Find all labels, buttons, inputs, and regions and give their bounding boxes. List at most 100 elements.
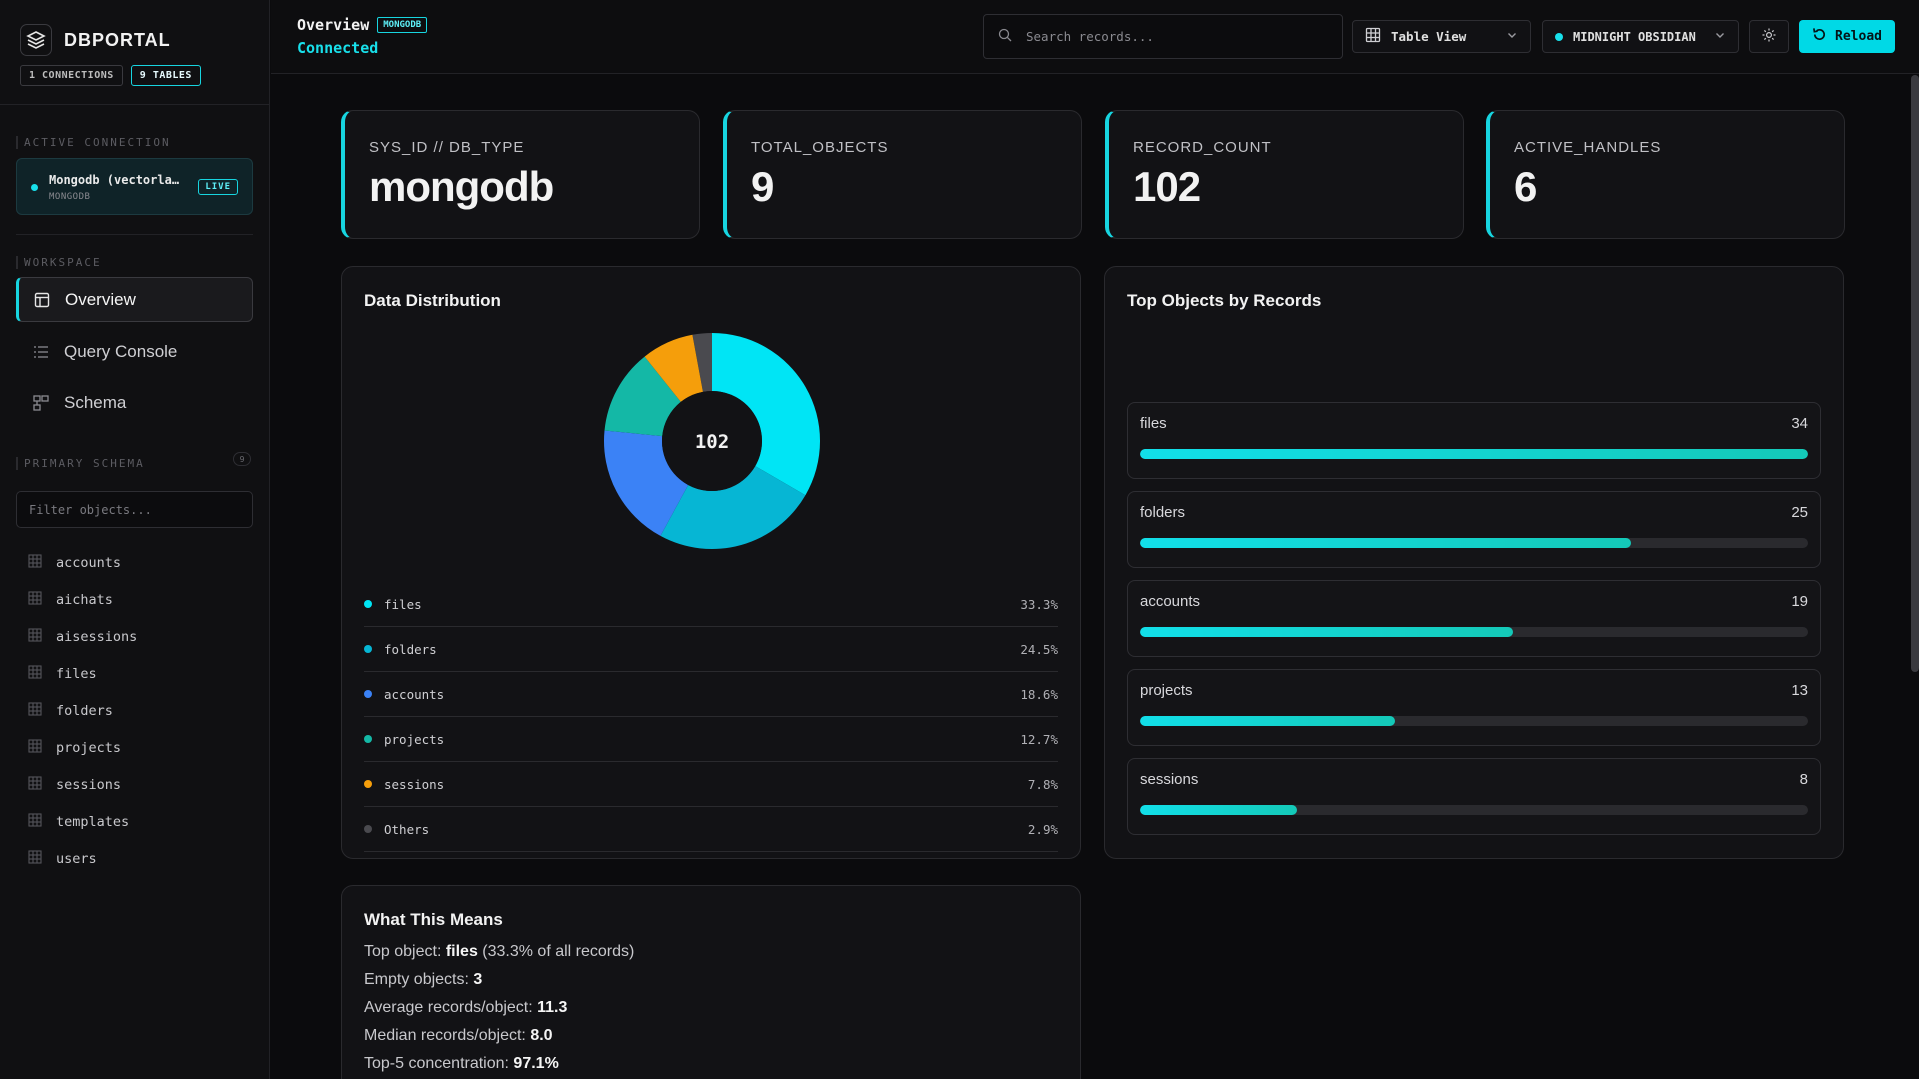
brand[interactable]: DBPORTAL — [20, 24, 171, 56]
object-name: folders — [1140, 504, 1186, 521]
table-item-label: templates — [56, 813, 130, 830]
bar-track — [1140, 627, 1808, 637]
table-item-label: files — [56, 665, 97, 682]
legend-name: Others — [384, 821, 430, 837]
table-item-aichats[interactable]: aichats — [28, 581, 253, 618]
donut-slice-projects[interactable] — [604, 356, 681, 437]
top-object-accounts[interactable]: accounts 19 — [1127, 580, 1821, 657]
donut-slice-accounts[interactable] — [603, 430, 689, 536]
table-item-label: accounts — [56, 554, 122, 571]
table-item-label: projects — [56, 739, 122, 756]
filter-objects-input[interactable] — [16, 491, 253, 528]
donut-slice-folders[interactable] — [660, 466, 806, 549]
page-title-text: Overview — [297, 16, 370, 34]
table-item-accounts[interactable]: accounts — [28, 544, 253, 581]
table-list: accounts aichats aisessions files folders pro… — [28, 544, 253, 877]
legend-item: Others 2.9% — [364, 807, 1058, 852]
table-icon — [28, 701, 42, 720]
table-item-label: folders — [56, 702, 113, 719]
bar-fill — [1140, 716, 1396, 726]
theme-dropdown[interactable]: MIDNIGHT OBSIDIAN — [1542, 20, 1739, 53]
legend-pct: 7.8% — [1027, 776, 1058, 792]
connection-status: Connected — [297, 39, 379, 57]
legend-dot — [364, 780, 372, 788]
nav-item-query-console[interactable]: Query Console — [16, 329, 253, 374]
stat-card-active-handles: ACTIVE_HANDLES 6 — [1486, 110, 1845, 239]
top-object-files[interactable]: files 34 — [1127, 402, 1821, 479]
table-item-label: sessions — [56, 776, 122, 793]
stat-label: RECORD_COUNT — [1133, 139, 1272, 156]
legend-item: sessions 7.8% — [364, 762, 1058, 807]
chevron-down-icon — [1714, 29, 1726, 44]
object-name: accounts — [1140, 593, 1201, 610]
active-connection-label: ACTIVE CONNECTION — [16, 136, 171, 149]
insight-line: Average records/object: 11.3 — [364, 999, 567, 1017]
stat-label: ACTIVE_HANDLES — [1514, 139, 1662, 156]
insight-line: Top object: files (33.3% of all records) — [364, 943, 634, 961]
status-dot — [31, 184, 38, 191]
legend-pct: 33.3% — [1020, 596, 1058, 612]
stat-label: SYS_ID // DB_TYPE — [369, 139, 525, 156]
brand-name: DBPORTAL — [64, 29, 171, 50]
nav-item-label: Query Console — [64, 341, 178, 361]
table-item-sessions[interactable]: sessions — [28, 766, 253, 803]
insight-value: files — [445, 943, 478, 960]
table-icon — [28, 849, 42, 868]
panel-title: Top Objects by Records — [1127, 291, 1322, 310]
scrollbar-thumb[interactable] — [1911, 75, 1919, 672]
table-icon — [28, 738, 42, 757]
what-this-means-panel: What This Means Top object: files (33.3%… — [341, 885, 1081, 1079]
bar-track — [1140, 538, 1808, 548]
donut-slice-sessions[interactable] — [644, 334, 703, 402]
insight-label: Top object: — [364, 943, 446, 960]
nav-item-schema[interactable]: Schema — [16, 380, 253, 425]
stat-value: 9 — [751, 163, 774, 210]
connection-name: Mongodb (vectorla… — [49, 173, 180, 187]
table-icon — [28, 553, 42, 572]
object-count: 8 — [1799, 771, 1808, 788]
panel-title: Data Distribution — [364, 291, 501, 310]
stat-card-total-objects: TOTAL_OBJECTS 9 — [723, 110, 1082, 239]
legend-pct: 24.5% — [1020, 641, 1058, 657]
page-title: Overview MONGODB — [297, 16, 428, 34]
table-item-projects[interactable]: projects — [28, 729, 253, 766]
table-item-aisessions[interactable]: aisessions — [28, 618, 253, 655]
bar-fill — [1140, 627, 1514, 637]
table-item-users[interactable]: users — [28, 840, 253, 877]
table-item-files[interactable]: files — [28, 655, 253, 692]
nav-item-overview[interactable]: Overview — [16, 277, 253, 322]
table-item-templates[interactable]: templates — [28, 803, 253, 840]
insight-value: 8.0 — [530, 1027, 553, 1044]
schema-icon — [32, 394, 50, 412]
reload-button[interactable]: Reload — [1799, 20, 1895, 53]
search-input[interactable] — [1026, 29, 1306, 44]
table-icon — [28, 775, 42, 794]
db-type-badge: MONGODB — [377, 17, 428, 33]
layers-icon — [20, 24, 52, 56]
nav-item-label: Overview — [65, 289, 136, 309]
tables-count-pill: 9 TABLES — [130, 65, 201, 86]
table-item-folders[interactable]: folders — [28, 692, 253, 729]
stat-label: TOTAL_OBJECTS — [751, 139, 889, 156]
grid-icon — [1365, 27, 1381, 46]
view-mode-label: Table View — [1391, 29, 1467, 44]
top-object-projects[interactable]: projects 13 — [1127, 669, 1821, 746]
insight-label: Average records/object: — [364, 999, 538, 1016]
stat-value: mongodb — [369, 163, 554, 210]
top-object-sessions[interactable]: sessions 8 — [1127, 758, 1821, 835]
top-object-folders[interactable]: folders 25 — [1127, 491, 1821, 568]
legend-name: folders — [384, 641, 437, 657]
object-count: 13 — [1791, 682, 1808, 699]
view-mode-dropdown[interactable]: Table View — [1352, 20, 1531, 53]
donut-slice-others[interactable] — [692, 333, 712, 392]
legend-item: folders 24.5% — [364, 627, 1058, 672]
donut-slice-files[interactable] — [712, 333, 821, 496]
legend-dot — [364, 735, 372, 743]
distribution-legend: files 33.3% folders 24.5% accounts 18.6% proje… — [364, 582, 1058, 852]
theme-toggle-button[interactable] — [1749, 20, 1789, 53]
stat-value: 102 — [1133, 163, 1201, 210]
reload-label: Reload — [1835, 29, 1882, 44]
table-icon — [28, 627, 42, 646]
search-bar[interactable] — [983, 14, 1343, 59]
active-connection-card[interactable]: Mongodb (vectorla… MONGODB LIVE — [16, 158, 253, 215]
